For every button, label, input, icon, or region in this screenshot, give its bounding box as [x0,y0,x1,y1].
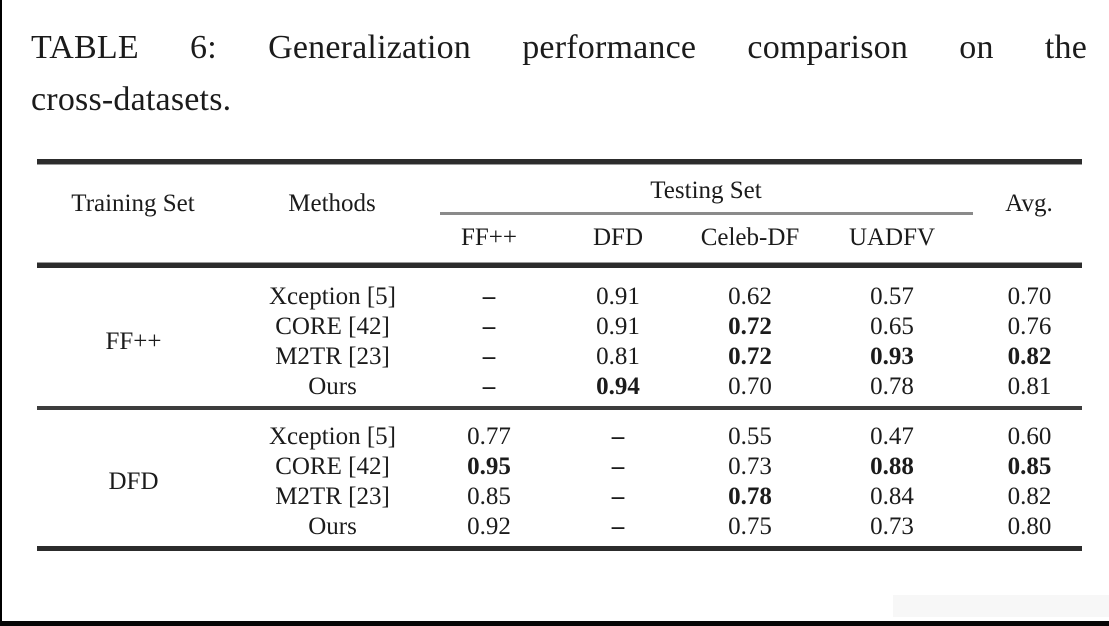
table-bottomrule [37,546,1082,551]
column-header-training-set: Training Set [71,190,195,217]
metric-value: 0.92 [467,513,511,540]
metric-value: – [611,453,625,480]
column-header-avg: Avg. [1005,190,1053,217]
metric-value: 0.57 [870,283,914,310]
metric-value: 0.76 [1007,313,1052,340]
metric-value: 0.95 [467,453,511,480]
metric-value: 0.72 [728,313,772,340]
metric-value: 0.91 [596,283,640,310]
metric-value: 0.62 [728,283,772,310]
metric-value: 0.70 [1007,283,1052,310]
table-block-dfd: DFD Xception [5] 0.77 – 0.55 0.47 0.60 C… [37,422,1082,542]
metric-value: – [611,423,625,450]
metric-value: 0.55 [728,423,772,450]
metric-value: – [611,513,625,540]
table-block-separator-rule [37,406,1082,410]
subcolumn-header-dfd: DFD [592,224,644,251]
metric-value: 0.78 [728,483,772,510]
metric-value: 0.91 [596,313,640,340]
method-label: Xception [5] [268,423,397,450]
subcolumn-header-ffpp: FF++ [460,224,518,251]
metric-value: 0.82 [1007,483,1052,510]
table-header-rule [37,262,1082,268]
method-label: Xception [5] [268,283,397,310]
metric-value: 0.82 [1007,343,1052,370]
metric-value: 0.47 [870,423,914,450]
method-label: M2TR [23] [275,343,390,370]
metric-value: 0.81 [1007,373,1052,400]
metric-value: – [482,313,496,340]
metric-value: 0.77 [467,423,511,450]
metric-value: 0.65 [870,313,914,340]
metric-value: 0.81 [596,343,640,370]
metric-value: – [482,343,496,370]
column-header-testing-set: Testing Set [650,177,762,204]
method-label: Ours [308,513,357,540]
metric-value: 0.73 [728,453,772,480]
subcolumn-header-celeb-df: Celeb-DF [700,224,800,251]
training-set-label: FF++ [105,328,162,355]
metric-value: 0.73 [870,513,914,540]
bottom-border-line [0,621,1109,626]
bottom-right-artifact-box [893,595,1109,617]
metric-value: – [482,283,496,310]
metric-value: 0.84 [870,483,914,510]
metric-value: 0.85 [467,483,511,510]
caption-line-1: TABLE 6: Generalization performance comp… [31,29,1087,66]
method-label: M2TR [23] [275,483,390,510]
results-table: Training Set Methods Testing Set Avg. FF… [37,0,1082,626]
metric-value: 0.75 [728,513,772,540]
metric-value: 0.80 [1007,513,1052,540]
column-header-methods: Methods [288,190,376,217]
metric-value: – [482,373,496,400]
method-label: CORE [42] [275,453,390,480]
metric-value: 0.88 [870,453,914,480]
metric-value: 0.78 [870,373,914,400]
testing-set-cmidrule [440,212,973,215]
table-caption: TABLE 6: Generalization performance comp… [31,22,1087,126]
method-label: Ours [308,373,357,400]
metric-value: – [611,483,625,510]
metric-value: 0.85 [1007,453,1052,480]
table-block-ffpp: FF++ Xception [5] – 0.91 0.62 0.57 0.70 … [37,282,1082,402]
left-border-line [0,0,2,626]
metric-value: 0.94 [596,373,640,400]
metric-value: 0.72 [728,343,772,370]
caption-line-2: cross-datasets. [31,81,232,118]
training-set-label: DFD [108,468,159,495]
table-toprule [37,159,1082,165]
method-label: CORE [42] [275,313,390,340]
subcolumn-header-uadfv: UADFV [848,224,936,251]
metric-value: 0.93 [870,343,914,370]
metric-value: 0.60 [1007,423,1052,450]
metric-value: 0.70 [728,373,772,400]
